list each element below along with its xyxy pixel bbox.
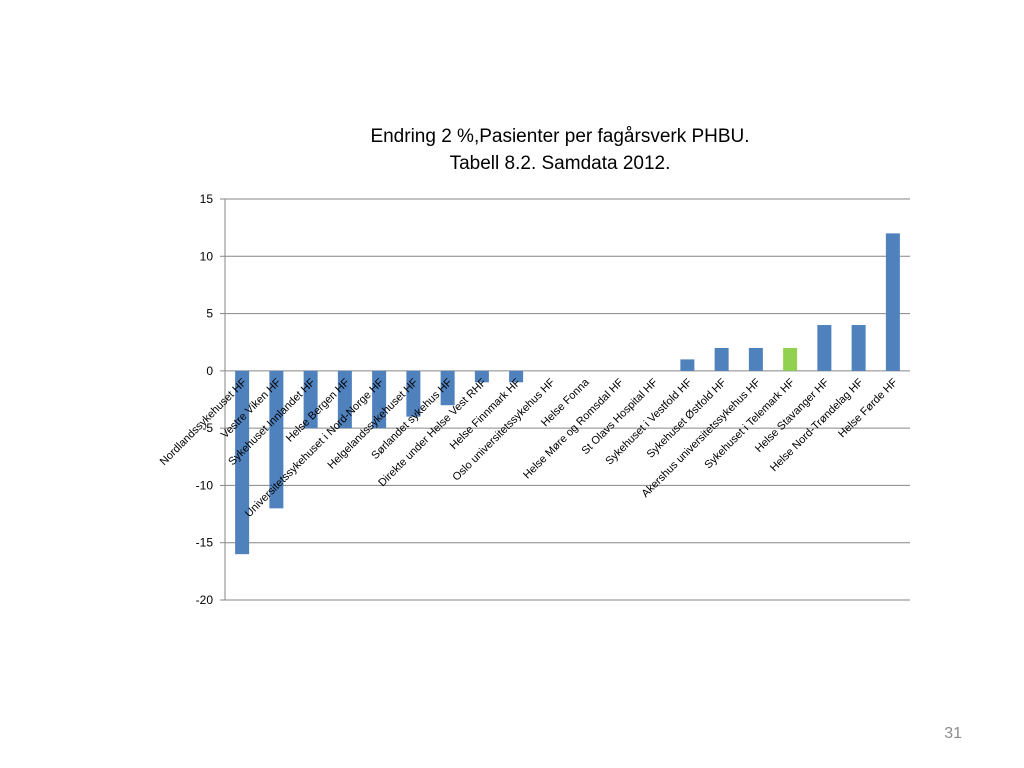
bars bbox=[235, 233, 900, 555]
bar bbox=[269, 370, 284, 509]
bar bbox=[372, 370, 387, 429]
bar bbox=[851, 325, 866, 371]
gridlines bbox=[225, 198, 910, 601]
y-tick-label: 10 bbox=[200, 249, 214, 263]
bar bbox=[303, 370, 318, 429]
chart-title-line-2: Tabell 8.2. Samdata 2012. bbox=[449, 153, 671, 174]
bar bbox=[680, 359, 695, 371]
bar bbox=[748, 347, 763, 371]
bar bbox=[509, 370, 524, 383]
y-tick-label: -5 bbox=[202, 421, 213, 435]
y-axis: -20 -15 -10 -5 0 5 10 15 bbox=[196, 192, 226, 607]
y-tick-label: 15 bbox=[200, 192, 214, 206]
bar bbox=[406, 370, 421, 417]
slide-number: 31 bbox=[944, 725, 962, 742]
y-tick-label: 5 bbox=[206, 307, 213, 321]
y-tick-label: -15 bbox=[196, 536, 214, 550]
y-tick-label: -20 bbox=[196, 593, 214, 607]
chart-title: Endring 2 %,Pasienter per fagårsverk PHB… bbox=[260, 123, 860, 177]
y-tick-label: 0 bbox=[206, 364, 213, 378]
bar bbox=[337, 370, 352, 429]
x-tick-label: Helse Førde HF bbox=[836, 376, 900, 440]
bar bbox=[474, 370, 489, 383]
bar bbox=[885, 233, 900, 371]
y-tick-label: -10 bbox=[196, 478, 214, 492]
bar bbox=[783, 347, 798, 371]
bar bbox=[714, 347, 729, 371]
bar bbox=[817, 325, 832, 371]
bar bbox=[235, 370, 250, 555]
chart-title-line-1: Endring 2 %,Pasienter per fagårsverk PHB… bbox=[370, 126, 750, 147]
bar bbox=[440, 370, 455, 406]
